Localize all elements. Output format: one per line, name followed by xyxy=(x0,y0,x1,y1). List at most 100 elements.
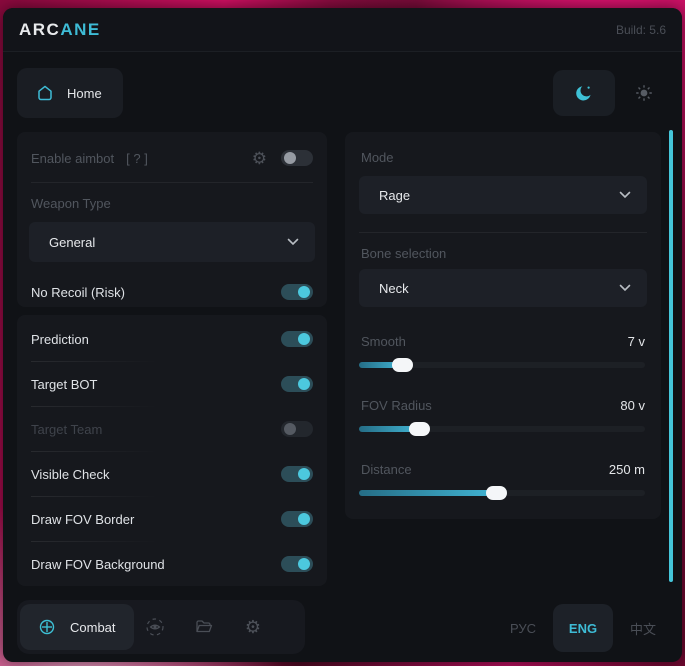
aimbot-settings-card: Mode Rage Bone selection Neck Smooth 7 v… xyxy=(345,132,661,519)
home-icon xyxy=(38,85,52,101)
divider xyxy=(31,496,181,497)
fov-radius-slider[interactable] xyxy=(359,422,645,436)
divider xyxy=(359,232,647,233)
fov-radius-header: FOV Radius 80 v xyxy=(361,395,645,415)
toggle-label: Draw FOV Border xyxy=(31,511,135,527)
toggle-row-target-team: Target Team xyxy=(17,407,327,451)
crosshair-icon xyxy=(39,619,55,635)
toggle-knob xyxy=(298,468,310,480)
chevron-down-icon xyxy=(287,238,299,246)
build-version: Build: 5.6 xyxy=(615,22,666,37)
language-eng-button[interactable]: ENG xyxy=(553,604,613,652)
toggle-row-prediction: Prediction xyxy=(17,317,327,361)
scrollbar[interactable] xyxy=(669,130,673,582)
aimbot-hint[interactable]: [ ? ] xyxy=(126,150,148,166)
toggle-knob xyxy=(298,378,310,390)
tab-configs[interactable] xyxy=(181,604,227,650)
bone-value: Neck xyxy=(379,280,409,296)
divider xyxy=(31,451,181,452)
tab-combat[interactable]: Combat xyxy=(20,604,134,650)
toggle-label: Target Team xyxy=(31,421,103,437)
language-chn-button[interactable]: 中文 xyxy=(629,621,656,637)
target-team-toggle[interactable] xyxy=(281,421,313,437)
toggle-knob xyxy=(284,423,296,435)
chevron-down-icon xyxy=(619,284,631,292)
app-window: ARCANE Build: 5.6 Home Enable aimbot [ ?… xyxy=(3,8,682,662)
no-recoil-toggle[interactable] xyxy=(281,284,313,300)
distance-label: Distance xyxy=(361,461,412,477)
distance-value: 250 m xyxy=(608,461,645,477)
chevron-down-icon xyxy=(619,191,631,199)
weapon-type-label: Weapon Type xyxy=(31,196,111,211)
toggle-row-draw-fov-border: Draw FOV Border xyxy=(17,497,327,541)
fov-radius-value: 80 v xyxy=(620,397,645,413)
divider xyxy=(31,361,181,362)
toggle-row-target-bot: Target BOT xyxy=(17,362,327,406)
slider-knob[interactable] xyxy=(391,358,413,372)
slider-fill xyxy=(359,422,431,436)
combat-tab-label: Combat xyxy=(70,619,116,635)
draw-fov-background-toggle[interactable] xyxy=(281,556,313,572)
smooth-slider[interactable] xyxy=(359,358,645,372)
bone-selection-label: Bone selection xyxy=(361,246,447,261)
combat-toggles-card: Prediction Target BOT Target Team Visibl… xyxy=(17,315,327,586)
tab-visuals[interactable] xyxy=(132,604,178,650)
no-recoil-row: No Recoil (Risk) xyxy=(31,280,313,304)
brand-primary: ARC xyxy=(19,19,61,39)
enable-aimbot-toggle[interactable] xyxy=(281,150,313,166)
tab-settings[interactable]: ⚙ xyxy=(230,604,276,650)
smooth-value: 7 v xyxy=(627,333,645,349)
draw-fov-border-toggle[interactable] xyxy=(281,511,313,527)
home-label: Home xyxy=(67,85,102,101)
toggle-row-visible-check: Visible Check xyxy=(17,452,327,496)
weapon-type-select[interactable]: General xyxy=(29,222,315,262)
enable-aimbot-label: Enable aimbot xyxy=(31,150,115,166)
no-recoil-label: No Recoil (Risk) xyxy=(31,284,125,300)
bone-select[interactable]: Neck xyxy=(359,269,647,307)
brand-accent: ANE xyxy=(60,19,101,39)
target-bot-toggle[interactable] xyxy=(281,376,313,392)
enable-aimbot-row: Enable aimbot [ ? ] ⚙ xyxy=(31,146,313,170)
app-logo: ARCANE xyxy=(19,20,101,40)
aimbot-card: Enable aimbot [ ? ] ⚙ Weapon Type Genera… xyxy=(17,132,327,307)
fov-radius-label: FOV Radius xyxy=(361,397,432,413)
home-button[interactable]: Home xyxy=(17,68,123,118)
eye-scan-icon xyxy=(146,618,164,636)
mode-label: Mode xyxy=(361,150,394,165)
distance-slider[interactable] xyxy=(359,486,645,500)
titlebar: ARCANE Build: 5.6 xyxy=(3,8,682,52)
toggle-knob xyxy=(298,513,310,525)
toggle-knob xyxy=(298,558,310,570)
bottom-tab-group: Combat ⚙ xyxy=(17,600,305,654)
distance-header: Distance 250 m xyxy=(361,459,645,479)
divider xyxy=(31,406,181,407)
smooth-header: Smooth 7 v xyxy=(361,331,645,351)
sun-icon xyxy=(636,85,652,101)
mode-value: Rage xyxy=(379,187,411,203)
dark-theme-button[interactable] xyxy=(553,70,615,116)
toggle-knob xyxy=(298,333,310,345)
visible-check-toggle[interactable] xyxy=(281,466,313,482)
toggle-label: Visible Check xyxy=(31,466,110,482)
weapon-type-value: General xyxy=(49,234,96,250)
toggle-row-draw-fov-background: Draw FOV Background xyxy=(17,542,327,586)
aimbot-settings-gear-icon[interactable]: ⚙ xyxy=(251,148,267,168)
smooth-label: Smooth xyxy=(361,333,406,349)
divider xyxy=(31,541,181,542)
toggle-knob xyxy=(298,286,310,298)
mode-select[interactable]: Rage xyxy=(359,176,647,214)
moon-icon xyxy=(576,86,591,101)
toggle-label: Draw FOV Background xyxy=(31,556,165,572)
slider-knob[interactable] xyxy=(486,486,508,500)
slider-knob[interactable] xyxy=(409,422,431,436)
toggle-label: Prediction xyxy=(31,331,89,347)
slider-fill xyxy=(359,358,413,372)
folder-icon xyxy=(196,620,213,633)
divider xyxy=(31,182,313,183)
light-theme-button[interactable] xyxy=(619,70,669,116)
prediction-toggle[interactable] xyxy=(281,331,313,347)
slider-fill xyxy=(359,486,508,500)
gear-icon: ⚙ xyxy=(244,617,262,637)
language-rus-button[interactable]: РУС xyxy=(509,620,537,636)
toggle-label: Target BOT xyxy=(31,376,98,392)
